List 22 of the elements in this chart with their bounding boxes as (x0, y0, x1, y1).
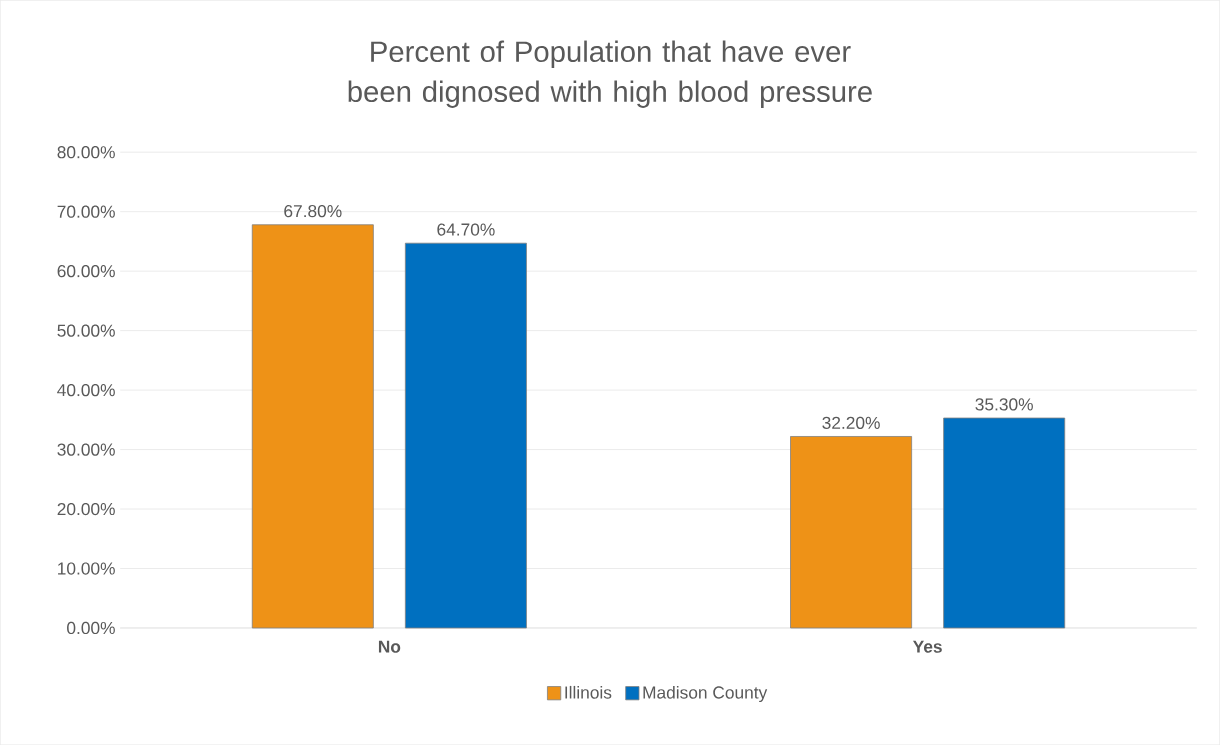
y-tick-label: 10.00% (58, 562, 115, 575)
data-label: 64.70% (437, 223, 495, 236)
y-tick-label: 0.00% (67, 621, 115, 635)
data-label: 67.80% (284, 204, 342, 218)
chart-title: Percent of Population that have ever been dignosed with high blood pressure (348, 40, 872, 108)
bar (404, 242, 527, 629)
data-label: 35.30% (975, 398, 1033, 411)
y-tick-label: 70.00% (57, 205, 115, 218)
y-tick-label: 40.00% (57, 383, 115, 397)
y-tick-label: 20.00% (57, 502, 115, 516)
bar (943, 417, 1066, 629)
y-tick-label: 60.00% (57, 264, 115, 278)
legend-label: Madison County (643, 685, 768, 702)
x-tick-label: Yes (912, 640, 942, 653)
data-label: 32.20% (822, 416, 880, 429)
bar (790, 435, 913, 629)
x-tick-label: No (378, 640, 401, 653)
y-tick-label: 80.00% (57, 145, 115, 159)
legend-label: Illinois (565, 685, 612, 699)
y-tick-label: 30.00% (57, 443, 115, 456)
y-tick-label: 50.00% (57, 324, 115, 337)
bar (251, 224, 374, 629)
